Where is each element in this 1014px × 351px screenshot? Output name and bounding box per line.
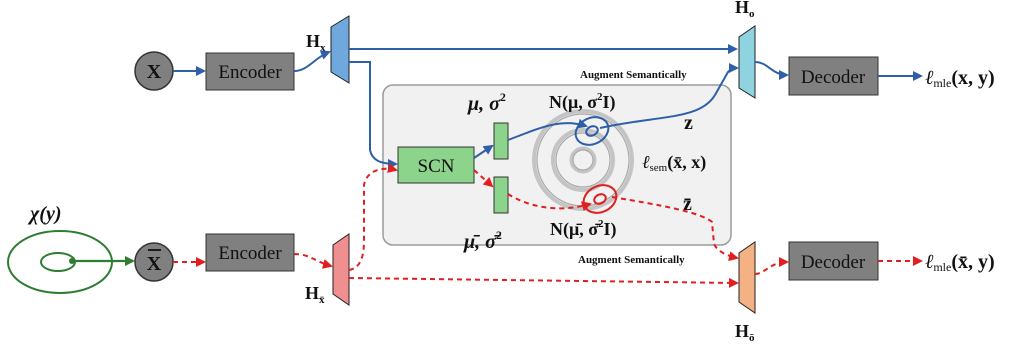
hidden-hx-bar-label: Hx̄: [305, 283, 325, 306]
encoder-top-label: Encoder: [218, 62, 282, 83]
arrow-scn-to-mu-bar: [473, 169, 494, 188]
chi-sample-dot: [69, 258, 75, 264]
arrow-mu-bar-to-dist: [507, 193, 592, 212]
normal-dist-label: N(μ, σ2I): [549, 91, 616, 113]
scn-box: [397, 146, 475, 184]
input-x-label: X: [147, 61, 162, 83]
loss-mle-bottom: ℓmle(x̄, y): [925, 251, 995, 274]
decoder-bottom-box: [788, 241, 879, 281]
arrow-z-to-ho: [599, 63, 739, 129]
hidden-ho-bar-label: Hō: [735, 321, 755, 344]
augment-semantically-bottom: Augment Semantically: [578, 254, 685, 266]
scn-label: SCN: [418, 156, 455, 177]
input-x-bar-label: X: [147, 253, 162, 275]
hidden-ho-bar-block: [738, 241, 756, 314]
arrow-z-bar-to-ho-bar: [611, 196, 739, 262]
normal-dist-bar-label: N(μ̄, σ̄2I): [550, 218, 617, 240]
decoder-bottom-label: Decoder: [801, 252, 866, 273]
hidden-ho-label: Ho: [735, 0, 755, 20]
augment-semantically-top: Augment Semantically: [580, 69, 687, 81]
mu-bar-sigma-bar-label: μ̄, σ̄2: [463, 228, 502, 253]
encoder-bottom-label: Encoder: [218, 243, 282, 264]
decoder-top-box: [788, 56, 879, 96]
arrow-ho-to-decoder: [754, 61, 789, 80]
loss-sem-label: ℓsem(x̄, x): [642, 152, 706, 174]
z-label: z: [684, 112, 693, 134]
red-flow-arrows: [173, 163, 923, 288]
arrow-mu-to-dist: [507, 118, 588, 141]
mu-bar-sigma-bar-block: [493, 176, 509, 214]
arrow-hx-bar-to-scn: [348, 163, 398, 271]
loss-mle-top: ℓmle(x, y): [925, 67, 995, 90]
chi-y-label: χ(y): [27, 203, 62, 225]
arrow-encoder-to-hx-bar: [293, 253, 333, 269]
hidden-hx-block: [330, 15, 350, 84]
hidden-hx-label: Hx: [306, 31, 326, 54]
hidden-hx-bar-block: [332, 233, 350, 306]
decoder-top-label: Decoder: [801, 67, 866, 88]
encoder-bottom-box: [205, 233, 295, 272]
z-bar-label: z̄: [683, 193, 692, 215]
arrow-encoder-to-hx: [293, 50, 331, 72]
hidden-ho-block: [738, 25, 756, 99]
arrow-ho-bar-to-decoder: [754, 257, 789, 275]
arrow-scn-to-mu: [473, 144, 494, 159]
mu-sigma-label: μ, σ2: [467, 90, 506, 115]
arrow-hx-bar-to-ho-bar: [348, 277, 739, 288]
mu-sigma-block: [493, 122, 509, 160]
